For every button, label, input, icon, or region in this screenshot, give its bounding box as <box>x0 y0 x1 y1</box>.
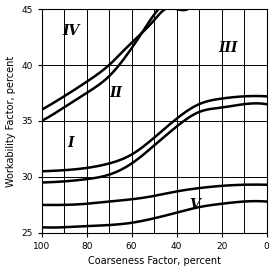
Text: I: I <box>68 136 74 150</box>
Y-axis label: Workability Factor, percent: Workability Factor, percent <box>6 55 16 187</box>
Text: IV: IV <box>62 24 79 38</box>
Text: II: II <box>109 86 122 100</box>
X-axis label: Coarseness Factor, percent: Coarseness Factor, percent <box>88 256 221 267</box>
Text: III: III <box>219 41 238 55</box>
Text: V: V <box>189 198 200 212</box>
